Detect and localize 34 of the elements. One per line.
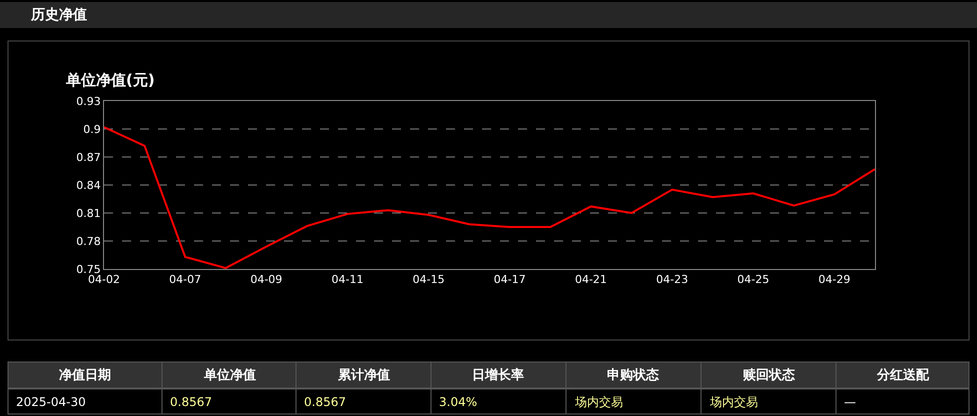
y-tick-label: 0.84 — [76, 178, 101, 192]
y-tick-label: 0.75 — [76, 262, 101, 276]
chart-title: 历史净值 — [30, 7, 87, 23]
x-tick-label: 04-29 — [818, 273, 850, 286]
text: 分红送配 — [876, 368, 930, 383]
x-tick-label: 04-02 — [88, 273, 120, 286]
x-tick-label: 04-07 — [169, 273, 202, 286]
text: 3.04% — [439, 395, 478, 409]
x-tick-label: 04-25 — [737, 273, 770, 286]
x-tick-label: 04-21 — [574, 273, 607, 286]
text: 0.8567 — [170, 395, 212, 409]
text: 单位净值 — [203, 367, 256, 383]
text: 2025-04-30 — [16, 395, 86, 409]
y-tick-label: 0.78 — [76, 234, 101, 248]
text: 累计净值 — [337, 368, 390, 383]
text: 0.8567 — [304, 395, 346, 409]
x-tick-label: 04-17 — [494, 273, 526, 286]
x-tick-label: 04-11 — [331, 273, 364, 286]
text: 申购状态 — [607, 367, 660, 383]
y-tick-label: 0.81 — [76, 206, 101, 220]
x-tick-label: 04-23 — [656, 273, 688, 286]
line-series — [104, 126, 875, 269]
y-tick-label: 0.87 — [76, 150, 101, 164]
text: 日增长率 — [472, 367, 524, 383]
text: 场内交易 — [574, 395, 623, 409]
y-tick-label: 0.9 — [83, 122, 101, 136]
y-axis-title: 单位净值(元) — [65, 71, 155, 89]
text: 赎回状态 — [742, 367, 796, 383]
text: 场内交易 — [709, 395, 758, 409]
text: — — [844, 395, 856, 409]
y-tick-label: 0.93 — [76, 94, 101, 108]
text: 净值日期 — [59, 368, 111, 383]
x-tick-label: 04-09 — [250, 273, 282, 286]
x-tick-label: 04-15 — [412, 273, 445, 286]
